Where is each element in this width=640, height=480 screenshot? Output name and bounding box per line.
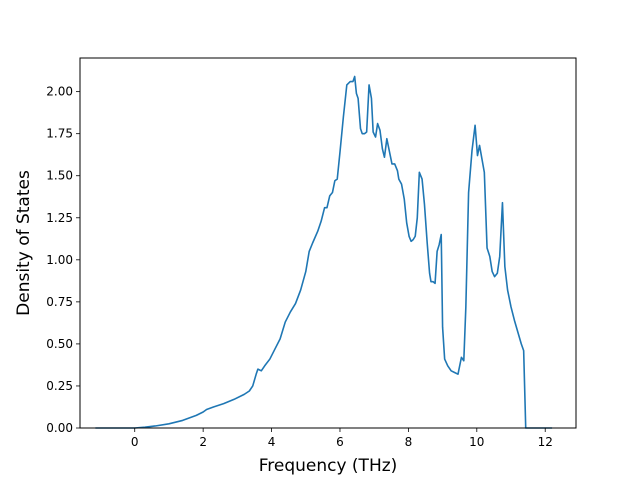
x-tick-label: 4 [268,435,276,449]
y-tick-label: 0.75 [46,295,73,309]
x-axis-label: Frequency (THz) [259,456,398,476]
x-tick-label: 2 [199,435,207,449]
y-axis-ticks: 0.00 0.25 0.50 0.75 1.00 1.25 1.50 1.75 2.00 [46,85,80,435]
x-axis-ticks: 0 2 4 6 8 10 12 [131,428,553,449]
y-tick-label: 0.50 [46,337,73,351]
x-tick-label: 8 [405,435,413,449]
dos-line-0 [95,75,553,429]
y-tick-label: 0.00 [46,421,73,435]
x-tick-label: 12 [538,435,553,449]
x-tick-label: 0 [131,435,139,449]
x-tick-label: 10 [469,435,484,449]
plot-frame [79,57,577,429]
y-tick-label: 1.00 [46,253,73,267]
y-axis-label: Density of States [14,170,34,316]
x-tick-label: 6 [336,435,344,449]
y-tick-label: 2.00 [46,85,73,99]
y-tick-label: 1.50 [46,169,73,183]
y-tick-label: 1.25 [46,211,73,225]
plot-area [80,58,576,428]
y-tick-label: 1.75 [46,127,73,141]
y-tick-label: 0.25 [46,379,73,393]
series-layer [95,75,553,429]
